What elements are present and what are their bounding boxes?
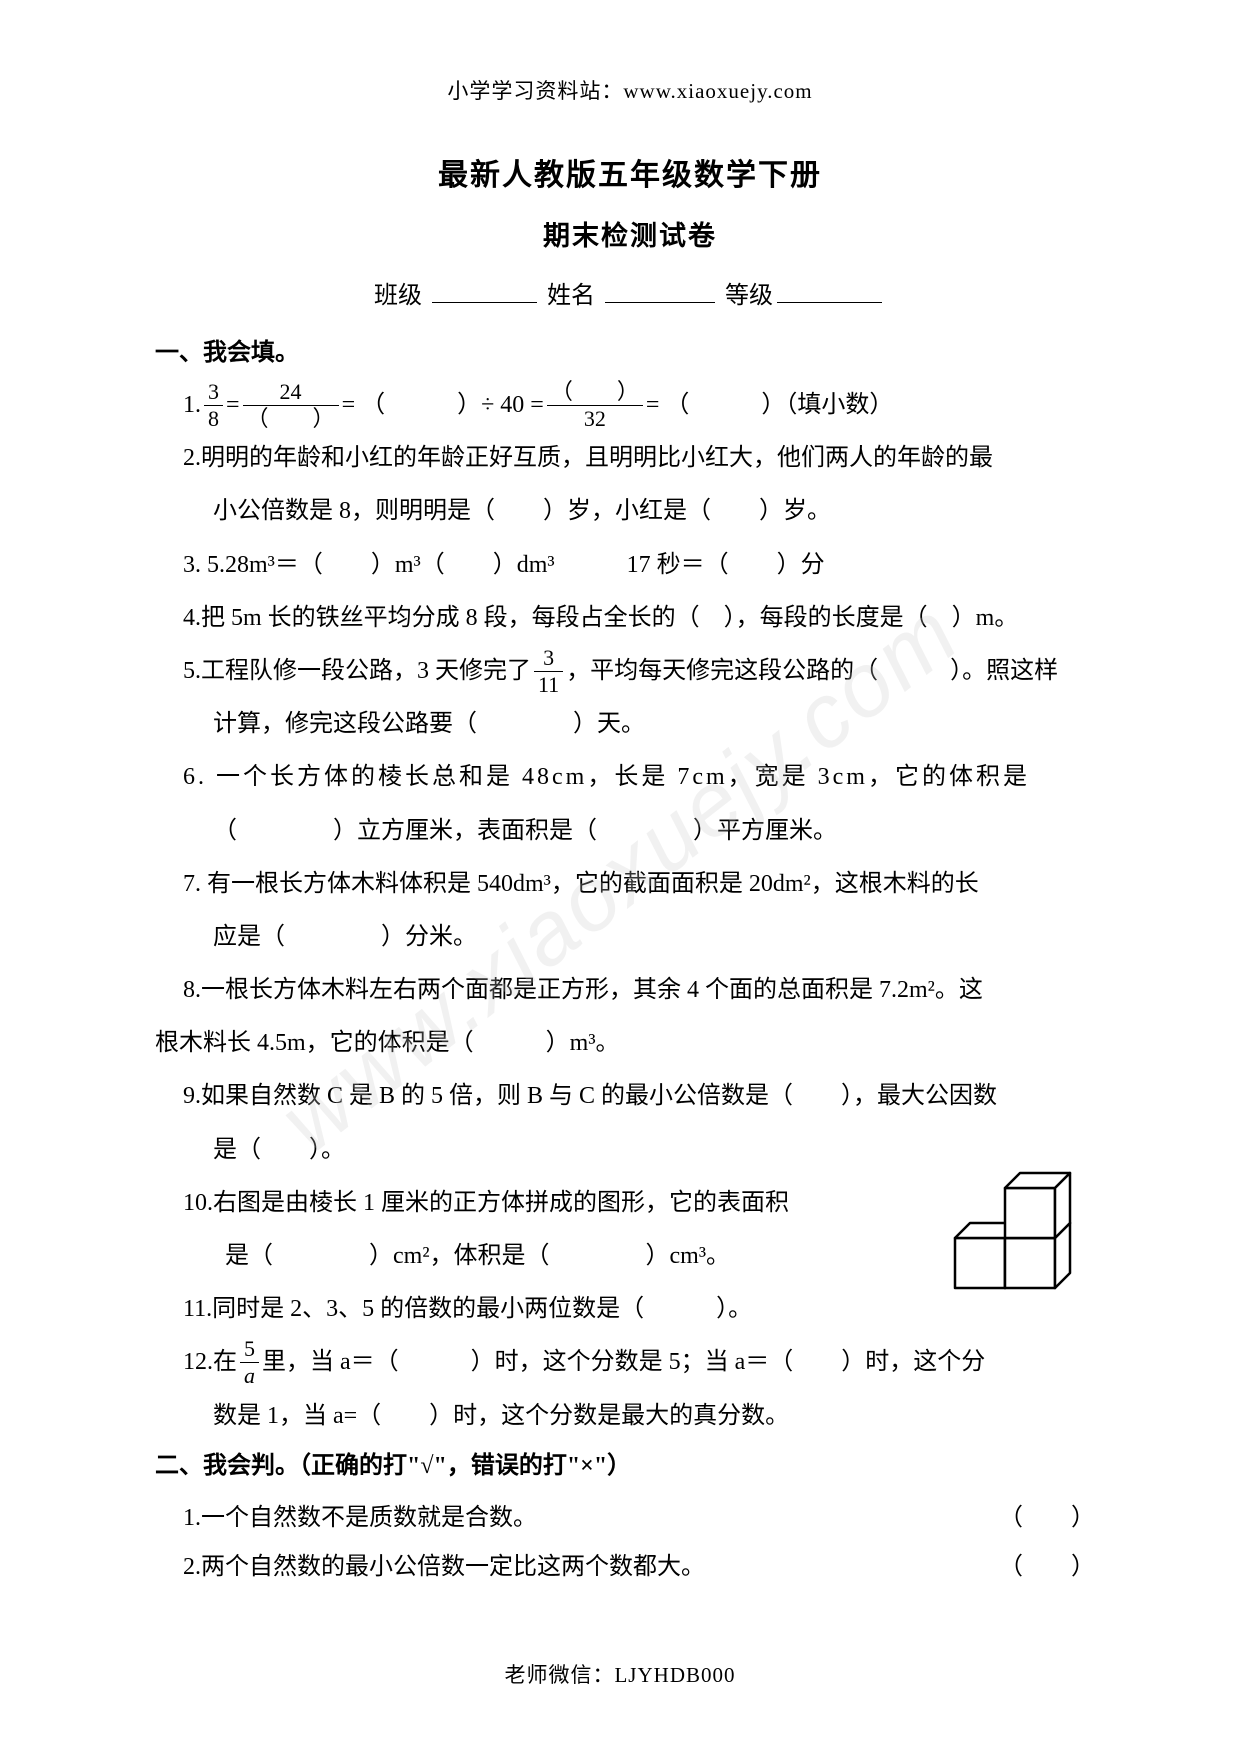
question-12-line2: 数是 1，当 a=（ ）时，这个分数是最大的真分数。 [155,1392,1105,1441]
section2-title: 二、我会判。（正确的打"√"，错误的打"×"） [155,1445,1105,1480]
question-4: 4.把 5m 长的铁丝平均分成 8 段，每段占全长的（ ），每段的长度是（ ）m… [155,594,1105,643]
header-url: 小学学习资料站：www.xiaoxuejy.com [155,75,1105,105]
q5-mid: ，平均每天修完这段公路的（ ）。照这样 [566,647,1058,696]
frac-num: 3 [534,647,563,672]
judge-q2-text: 2.两个自然数的最小公倍数一定比这两个数都大。 [183,1543,705,1592]
fraction-3-8: 3 8 [204,381,223,430]
question-9-line1: 9.如果自然数 C 是 B 的 5 倍，则 B 与 C 的最小公倍数是（ ），最… [155,1072,1105,1121]
question-3: 3. 5.28m³＝（ ）m³（ ）dm³ 17 秒＝（ ）分 [155,541,1105,590]
question-2-line2: 小公倍数是 8，则明明是（ ）岁，小红是（ ）岁。 [155,487,1105,536]
judge-q1-text: 1.一个自然数不是质数就是合数。 [183,1494,537,1543]
question-8-line2: 根木料长 4.5m，它的体积是（ ）m³。 [155,1019,1105,1068]
title-sub: 期末检测试卷 [155,214,1105,253]
q1-tail: = （ ）（填小数） [646,381,894,430]
section1-title: 一、我会填。 [155,332,1105,367]
name-blank[interactable] [605,281,715,303]
question-5-line1: 5.工程队修一段公路，3 天修完了 3 11 ，平均每天修完这段公路的（ ）。照… [155,647,1105,696]
judge-q2: 2.两个自然数的最小公倍数一定比这两个数都大。 （ ） [155,1543,1105,1592]
question-8-line1: 8.一根长方体木料左右两个面都是正方形，其余 4 个面的总面积是 7.2m²。这 [155,966,1105,1015]
question-7-line1: 7. 有一根长方体木料体积是 540dm³，它的截面面积是 20dm²，这根木料… [155,860,1105,909]
class-label: 班级 [374,283,422,309]
frac-num: 5 [240,1338,259,1363]
q1-eq2: = （ ）÷ 40 = [342,381,544,430]
frac-den[interactable]: （ ） [243,406,339,430]
question-2-line1: 2.明明的年龄和小红的年龄正好互质，且明明比小红大，他们两人的年龄的最 [155,434,1105,483]
info-line: 班级 姓名 等级 [155,275,1105,310]
fraction-blank-32: （ ） 32 [547,381,643,430]
cubes-figure [935,1168,1090,1303]
frac-den: 8 [204,406,223,430]
frac-num[interactable]: （ ） [547,381,643,406]
question-6-line2: （ ）立方厘米，表面积是（ ）平方厘米。 [155,807,1105,856]
q12-prefix: 12.在 [183,1338,237,1387]
q1-eq1: = [226,381,240,430]
frac-num: 24 [243,381,339,406]
title-main: 最新人教版五年级数学下册 [155,150,1105,194]
fraction-3-11: 3 11 [534,647,563,696]
judge-q1: 1.一个自然数不是质数就是合数。 （ ） [155,1494,1105,1543]
fraction-5-a: 5 a [240,1338,259,1387]
q5-prefix: 5.工程队修一段公路，3 天修完了 [183,647,531,696]
frac-num: 3 [204,381,223,406]
q1-prefix: 1. [183,381,201,430]
q12-mid: 里，当 a＝（ ）时，这个分数是 5；当 a＝（ ）时，这个分 [262,1338,985,1387]
fraction-24-blank: 24 （ ） [243,381,339,430]
grade-blank[interactable] [777,281,882,303]
question-1: 1. 3 8 = 24 （ ） = （ ）÷ 40 = （ ） 32 = （ ）… [155,381,1105,430]
question-5-line2: 计算，修完这段公路要（ ）天。 [155,700,1105,749]
footer-wechat: 老师微信：LJYHDB000 [0,1659,1240,1689]
judge-q2-paren[interactable]: （ ） [999,1543,1095,1592]
grade-label: 等级 [725,283,773,309]
name-label: 姓名 [547,283,595,309]
frac-den: 11 [534,672,563,696]
class-blank[interactable] [432,281,537,303]
question-6-line1: 6. 一个长方体的棱长总和是 48cm，长是 7cm，宽是 3cm，它的体积是 [155,753,1105,802]
frac-den: 32 [547,406,643,430]
question-7-line2: 应是（ ）分米。 [155,913,1105,962]
question-12-line1: 12.在 5 a 里，当 a＝（ ）时，这个分数是 5；当 a＝（ ）时，这个分 [155,1338,1105,1387]
judge-q1-paren[interactable]: （ ） [999,1494,1095,1543]
frac-den: a [240,1363,259,1387]
